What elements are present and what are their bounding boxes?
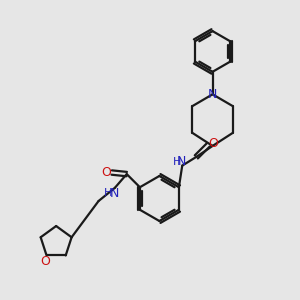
Text: N: N <box>208 88 217 101</box>
Text: O: O <box>208 137 218 150</box>
Text: O: O <box>40 255 50 268</box>
Text: O: O <box>101 166 111 179</box>
Text: H: H <box>104 188 112 199</box>
Text: H: H <box>172 157 181 167</box>
Text: N: N <box>177 155 186 168</box>
Text: N: N <box>110 187 119 200</box>
